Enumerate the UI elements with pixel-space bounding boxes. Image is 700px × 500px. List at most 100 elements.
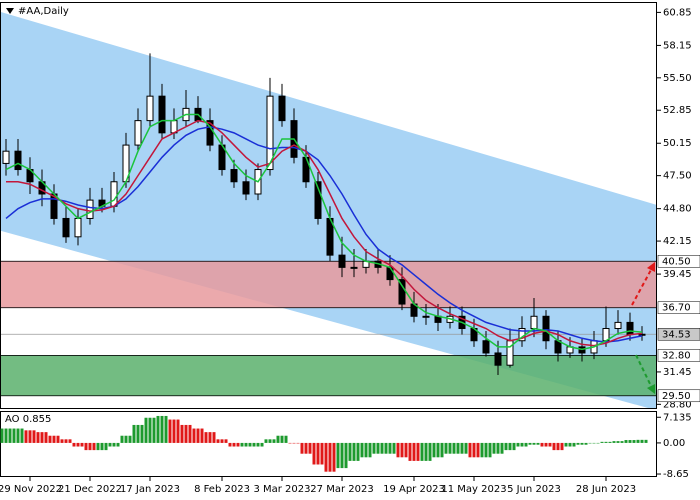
ao-bar bbox=[392, 442, 396, 454]
ao-bar bbox=[192, 428, 196, 443]
ao-bar bbox=[288, 442, 292, 444]
candle-body bbox=[398, 279, 406, 305]
ao-bar bbox=[80, 442, 84, 447]
ao-bar bbox=[120, 435, 124, 443]
y-tick-label: 42.15 bbox=[663, 236, 692, 247]
ao-bar bbox=[440, 442, 444, 458]
ao-bar bbox=[296, 442, 300, 444]
ao-bar bbox=[48, 435, 52, 443]
ao-bar bbox=[272, 439, 276, 443]
ao-bar bbox=[4, 428, 8, 443]
candle-body bbox=[530, 315, 538, 330]
ao-bar bbox=[124, 435, 128, 443]
ao-bar bbox=[516, 442, 520, 447]
ao-bar bbox=[424, 442, 428, 461]
ao-bar bbox=[520, 442, 524, 447]
ao-bar bbox=[608, 441, 612, 443]
ao-bar bbox=[176, 419, 180, 443]
level-label-box bbox=[657, 389, 700, 403]
ao-bar bbox=[524, 442, 528, 447]
ao-bar bbox=[240, 442, 244, 447]
ao-bar bbox=[556, 442, 560, 451]
candle-body bbox=[266, 95, 274, 171]
ao-bar bbox=[212, 432, 216, 443]
candle-body bbox=[110, 181, 118, 207]
ao-bar bbox=[376, 442, 380, 454]
ao-bar bbox=[344, 442, 348, 469]
ao-bar bbox=[372, 442, 376, 454]
ao-bar bbox=[544, 442, 548, 447]
ao-bar bbox=[244, 442, 248, 447]
ao-bar bbox=[360, 442, 364, 458]
level-label-box bbox=[657, 349, 700, 362]
y-tick-label: 47.50 bbox=[663, 171, 692, 182]
ao-bar bbox=[316, 442, 320, 465]
ao-bar bbox=[252, 442, 256, 447]
ao-bar bbox=[52, 435, 56, 443]
price-panel bbox=[0, 11, 657, 408]
ao-bar bbox=[476, 442, 480, 458]
y-tick-label: 60.85 bbox=[663, 7, 692, 18]
candle-body bbox=[230, 169, 238, 183]
ao-bar bbox=[172, 419, 176, 443]
candle-body bbox=[158, 95, 166, 134]
ao-bar bbox=[384, 442, 388, 454]
ao-bar bbox=[388, 442, 392, 454]
candle-body bbox=[350, 266, 358, 269]
ao-bar bbox=[208, 432, 212, 443]
candle-body bbox=[482, 340, 490, 354]
ao-bar bbox=[256, 442, 260, 447]
ao-bar bbox=[464, 442, 468, 454]
candle-body bbox=[638, 333, 646, 336]
price-frame bbox=[0, 2, 657, 409]
candle-body bbox=[146, 95, 154, 122]
ao-bar bbox=[140, 424, 144, 443]
arrow-up bbox=[631, 267, 653, 306]
ao-bar bbox=[596, 442, 600, 444]
candle-body bbox=[494, 352, 502, 366]
ao-bar bbox=[248, 442, 252, 447]
candle-body bbox=[614, 321, 622, 330]
ao-bar bbox=[456, 442, 460, 454]
ao-bar bbox=[620, 441, 624, 443]
ao-bar bbox=[92, 442, 96, 451]
ao-bar bbox=[432, 442, 436, 458]
candle-body bbox=[134, 120, 142, 146]
menu-triangle[interactable] bbox=[6, 8, 14, 14]
candle-body bbox=[86, 199, 94, 219]
x-tick-label: 3 Mar 2023 bbox=[253, 484, 310, 495]
ao-bar bbox=[300, 442, 304, 454]
ao-bar bbox=[144, 417, 148, 443]
ao-bar bbox=[536, 442, 540, 445]
y-tick-label: 58.15 bbox=[663, 40, 692, 51]
ao-bar bbox=[68, 439, 72, 443]
ao-bar bbox=[340, 442, 344, 469]
ao-bar bbox=[136, 424, 140, 443]
ao-bar bbox=[448, 442, 452, 454]
moving-average bbox=[5, 113, 643, 351]
ao-bar bbox=[76, 442, 80, 447]
ao-bar bbox=[368, 442, 372, 458]
candle-body bbox=[422, 315, 430, 318]
ao-bar bbox=[356, 442, 360, 461]
ao-bar bbox=[236, 442, 240, 447]
ao-bar bbox=[132, 424, 136, 443]
ao-bar bbox=[552, 442, 556, 451]
ao-bar bbox=[400, 442, 404, 458]
ao-bar bbox=[560, 442, 564, 451]
level-label: 34.53 bbox=[662, 329, 691, 340]
ao-bar bbox=[460, 442, 464, 454]
level-label-box bbox=[657, 301, 700, 314]
ao-bar bbox=[636, 439, 640, 443]
ao-bar bbox=[44, 432, 48, 443]
ao-bar bbox=[612, 441, 616, 443]
ao-bar bbox=[284, 435, 288, 443]
ao-bar bbox=[588, 442, 592, 444]
ao-bar bbox=[512, 442, 516, 451]
candle-body bbox=[386, 266, 394, 281]
ao-bar bbox=[496, 442, 500, 454]
moving-average bbox=[6, 119, 643, 347]
ao-bar bbox=[468, 442, 472, 458]
y-tick-label: 28.80 bbox=[663, 399, 692, 410]
